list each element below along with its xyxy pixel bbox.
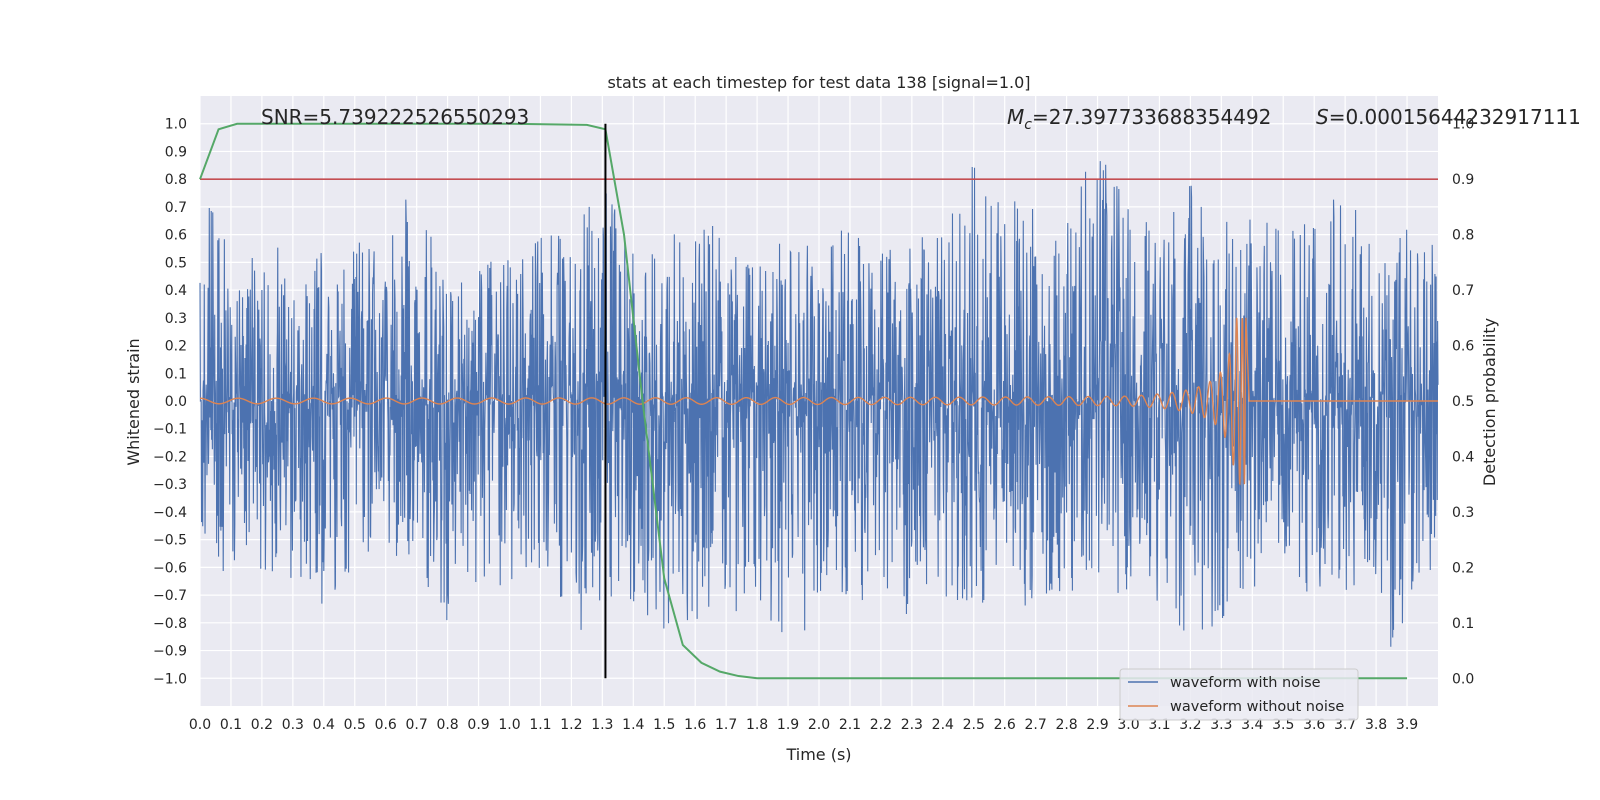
x-tick-label: 3.8 bbox=[1365, 717, 1387, 733]
x-tick-label: 0.9 bbox=[467, 717, 489, 733]
y-tick-label: 0.1 bbox=[165, 366, 187, 382]
y-tick-label: −1.0 bbox=[153, 671, 187, 687]
snr-annotation: SNR=5.739222526550293 bbox=[261, 105, 529, 129]
s-symbol: S bbox=[1316, 105, 1329, 129]
x-tick-label: 2.3 bbox=[901, 717, 923, 733]
y2-tick-label: 0.9 bbox=[1452, 172, 1474, 188]
y2-tick-label: 0.0 bbox=[1452, 671, 1474, 687]
x-tick-label: 0.6 bbox=[375, 717, 397, 733]
x-tick-label: 0.1 bbox=[220, 717, 242, 733]
x-tick-label: 3.2 bbox=[1179, 717, 1201, 733]
legend-box bbox=[1119, 668, 1359, 721]
x-tick-label: 0.5 bbox=[344, 717, 366, 733]
x-tick-label: 0.0 bbox=[189, 717, 211, 733]
y-axis-label: Whitened strain bbox=[124, 338, 143, 465]
x-tick-labels: 0.0 0.1 0.2 0.3 0.4 0.5 0.6 0.7 0.8 0.9 1.0 1.1 1.2 1… bbox=[189, 717, 1418, 733]
y2-tick-label: 0.1 bbox=[1452, 616, 1474, 632]
y-tick-label: −0.2 bbox=[153, 449, 187, 465]
y-tick-label: 0.3 bbox=[165, 311, 187, 327]
y2-tick-label: 0.8 bbox=[1452, 228, 1474, 244]
x-tick-label: 3.3 bbox=[1210, 717, 1232, 733]
legend: waveform with noise waveform without noi… bbox=[1119, 668, 1359, 721]
s-annotation: S=0.00015644232917111 bbox=[1316, 105, 1581, 129]
x-tick-label: 2.7 bbox=[1025, 717, 1047, 733]
x-tick-label: 2.0 bbox=[808, 717, 830, 733]
y-tick-label: −0.7 bbox=[153, 588, 187, 604]
x-tick-label: 0.4 bbox=[313, 717, 335, 733]
y-tick-labels: 1.0 0.9 0.8 0.7 0.6 0.5 0.4 0.3 0.2 0.1 0.0 −0.1 −0.… bbox=[153, 117, 187, 688]
x-tick-label: 2.2 bbox=[870, 717, 892, 733]
x-tick-label: 1.4 bbox=[622, 717, 644, 733]
x-tick-label: 1.6 bbox=[684, 717, 706, 733]
x-tick-label: 1.9 bbox=[777, 717, 799, 733]
detection-probability-line bbox=[199, 122, 1408, 680]
y2-tick-label: 1.0 bbox=[1452, 117, 1474, 133]
y-tick-label: −0.8 bbox=[153, 616, 187, 632]
x-tick-label: 2.5 bbox=[963, 717, 985, 733]
x-axis-label: Time (s) bbox=[785, 745, 851, 764]
x-tick-label: 2.1 bbox=[839, 717, 861, 733]
x-tick-label: 0.8 bbox=[436, 717, 458, 733]
x-tick-label: 3.0 bbox=[1117, 717, 1139, 733]
legend-label-noise: waveform with noise bbox=[1170, 675, 1321, 691]
waveform-with-noise-line bbox=[199, 161, 1439, 647]
noise-waveform-path bbox=[199, 161, 1439, 647]
x-tick-label: 0.7 bbox=[406, 717, 428, 733]
x-tick-label: 0.2 bbox=[251, 717, 273, 733]
x-tick-label: 0.3 bbox=[282, 717, 304, 733]
chirp-mass-subscript: c bbox=[1024, 117, 1032, 133]
s-value: =0.00015644232917111 bbox=[1329, 105, 1581, 129]
x-tick-label: 2.6 bbox=[994, 717, 1016, 733]
y-tick-label: 0.7 bbox=[165, 200, 187, 216]
chart-title: stats at each timestep for test data 138… bbox=[607, 73, 1030, 92]
y-tick-label: 0.2 bbox=[165, 339, 187, 355]
x-tick-label: 3.6 bbox=[1303, 717, 1325, 733]
y-tick-label: 0.6 bbox=[165, 228, 187, 244]
y2-tick-label: 0.5 bbox=[1452, 394, 1474, 410]
x-tick-label: 3.4 bbox=[1241, 717, 1263, 733]
y-tick-label: 0.4 bbox=[165, 283, 187, 299]
x-tick-label: 1.5 bbox=[653, 717, 675, 733]
x-tick-label: 1.7 bbox=[715, 717, 737, 733]
x-tick-label: 1.1 bbox=[529, 717, 551, 733]
y-tick-label: −0.1 bbox=[153, 422, 187, 438]
y-tick-label: −0.9 bbox=[153, 644, 187, 660]
x-tick-label: 3.1 bbox=[1148, 717, 1170, 733]
x-tick-label: 1.2 bbox=[560, 717, 582, 733]
clean-waveform-path bbox=[200, 317, 1438, 486]
y2-tick-label: 0.7 bbox=[1452, 283, 1474, 299]
y2-tick-label: 0.4 bbox=[1452, 449, 1474, 465]
y-tick-label: 0.0 bbox=[165, 394, 187, 410]
y-tick-label: 0.8 bbox=[165, 172, 187, 188]
y2-tick-labels: 0.0 0.1 0.2 0.3 0.4 0.5 0.6 0.7 0.8 0.9 1.0 bbox=[1452, 117, 1474, 688]
x-tick-label: 1.8 bbox=[746, 717, 768, 733]
chirp-mass-annotation: Mc=27.397733688354492 bbox=[1007, 105, 1271, 133]
x-tick-label: 1.3 bbox=[591, 717, 613, 733]
x-tick-label: 3.5 bbox=[1272, 717, 1294, 733]
chirp-mass-value: =27.397733688354492 bbox=[1032, 105, 1271, 129]
x-tick-label: 2.9 bbox=[1086, 717, 1108, 733]
waveform-without-noise-line bbox=[200, 317, 1438, 486]
y-tick-label: 0.9 bbox=[165, 144, 187, 160]
y-tick-label: −0.3 bbox=[153, 477, 187, 493]
x-tick-label: 3.9 bbox=[1396, 717, 1418, 733]
y2-tick-label: 0.2 bbox=[1452, 560, 1474, 576]
x-tick-label: 3.7 bbox=[1334, 717, 1356, 733]
y2-tick-label: 0.6 bbox=[1452, 339, 1474, 355]
y-tick-label: 1.0 bbox=[165, 117, 187, 133]
y2-axis-label: Detection probability bbox=[1480, 318, 1499, 486]
probability-path bbox=[199, 122, 1408, 680]
x-tick-label: 1.0 bbox=[498, 717, 520, 733]
y-tick-label: −0.4 bbox=[153, 505, 187, 521]
y-tick-label: −0.6 bbox=[153, 560, 187, 576]
y-tick-label: 0.5 bbox=[165, 255, 187, 271]
legend-label-clean: waveform without noise bbox=[1170, 699, 1344, 715]
y2-tick-label: 0.3 bbox=[1452, 505, 1474, 521]
x-tick-label: 2.4 bbox=[932, 717, 954, 733]
y-tick-label: −0.5 bbox=[153, 533, 187, 549]
x-tick-label: 2.8 bbox=[1055, 717, 1077, 733]
chirp-mass-symbol: M bbox=[1007, 105, 1024, 129]
